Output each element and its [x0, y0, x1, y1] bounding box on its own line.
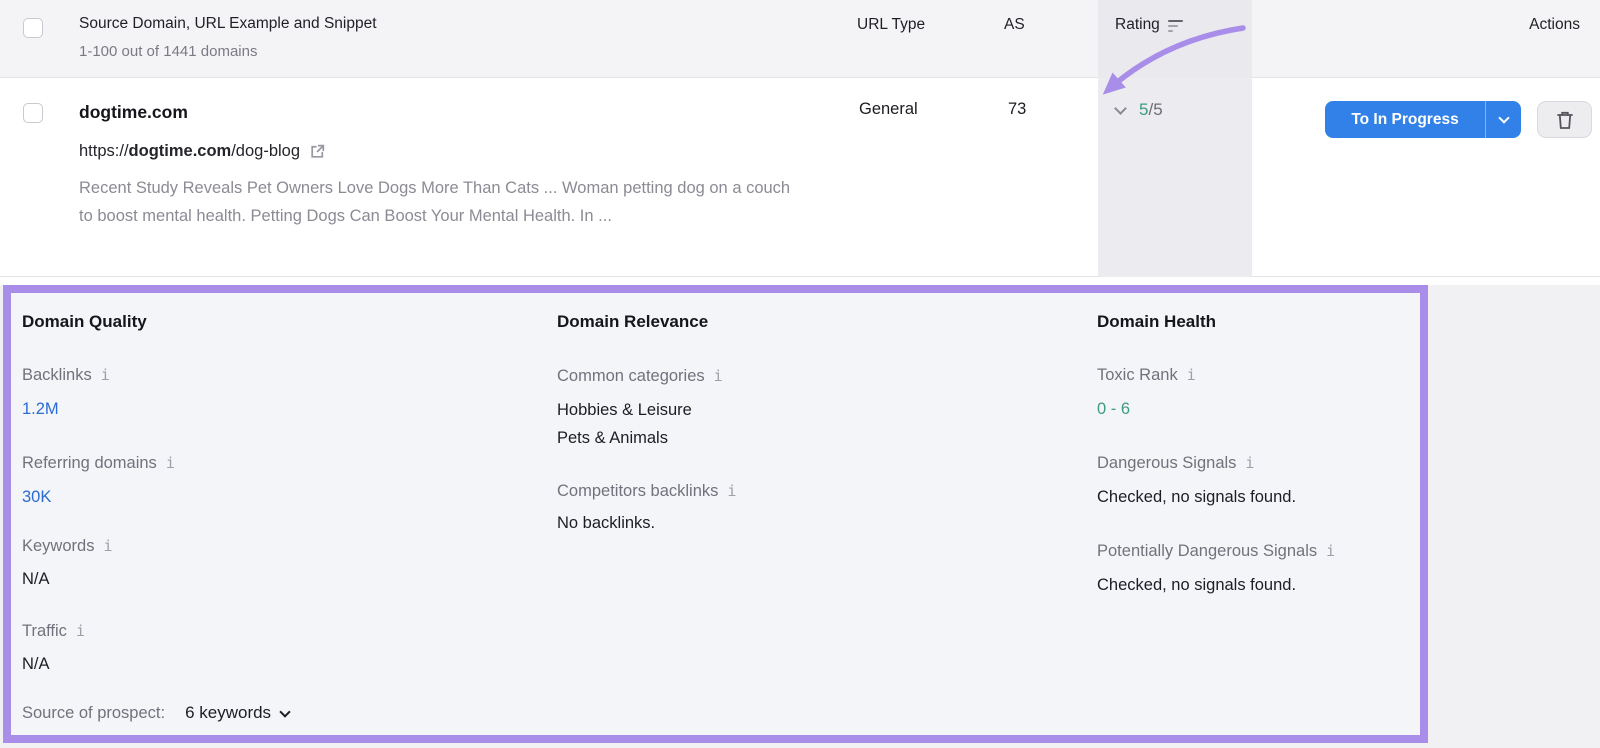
- rating-column-highlight: [1098, 0, 1252, 78]
- dangerous-signals-value: Checked, no signals found.: [1097, 488, 1297, 506]
- domain-relevance-title: Domain Relevance: [557, 312, 709, 331]
- backlinks-value[interactable]: 1.2M: [22, 400, 59, 418]
- delete-button[interactable]: [1537, 101, 1592, 138]
- domain-details: Domain Quality Backlinks i 1.2M Referring…: [0, 285, 1600, 743]
- info-icon[interactable]: i: [100, 366, 110, 384]
- info-icon[interactable]: i: [1245, 454, 1255, 472]
- common-categories-label: Common categories i: [557, 367, 723, 385]
- toxic-rank-label: Toxic Rank i: [1097, 366, 1196, 384]
- backlinks-label: Backlinks i: [22, 366, 110, 384]
- dangerous-signals-label: Dangerous Signals i: [1097, 454, 1255, 472]
- traffic-value: N/A: [22, 655, 50, 673]
- competitors-backlinks-label: Competitors backlinks i: [557, 482, 737, 500]
- keywords-value: N/A: [22, 570, 50, 588]
- as-column-header: AS: [1004, 16, 1025, 33]
- source-of-prospect[interactable]: Source of prospect: 6 keywords: [22, 703, 291, 723]
- domain-name: dogtime.com: [79, 102, 188, 122]
- rating-column-header[interactable]: Rating: [1115, 16, 1183, 34]
- table-header: Source Domain, URL Example and Snippet 1…: [0, 0, 1600, 78]
- info-icon[interactable]: i: [1186, 366, 1196, 384]
- referring-domains-label: Referring domains i: [22, 454, 175, 472]
- status-action-split-button: To In Progress: [1325, 101, 1521, 138]
- chevron-down-icon: [1497, 112, 1510, 124]
- select-all-checkbox[interactable]: [23, 18, 43, 38]
- url-snippet: Recent Study Reveals Pet Owners Love Dog…: [79, 179, 791, 225]
- row-checkbox[interactable]: [23, 103, 43, 123]
- domain-quality-title: Domain Quality: [22, 312, 147, 331]
- info-icon[interactable]: i: [1326, 542, 1336, 560]
- actions-column-header: Actions: [1529, 16, 1580, 33]
- chevron-down-icon[interactable]: [279, 706, 291, 718]
- url-type-column-header: URL Type: [857, 16, 926, 33]
- domain-details-panel-outline: [3, 285, 1428, 743]
- external-link-icon[interactable]: [309, 143, 326, 160]
- rating-value: 5/5: [1139, 100, 1163, 119]
- source-of-prospect-value[interactable]: 6 keywords: [185, 703, 272, 722]
- status-dropdown-button[interactable]: [1485, 101, 1521, 138]
- rating-column-label: Rating: [1115, 16, 1160, 33]
- info-icon[interactable]: i: [713, 367, 723, 385]
- info-icon[interactable]: i: [103, 537, 113, 555]
- url-text: https://dogtime.com/dog-blog: [79, 142, 301, 160]
- potentially-dangerous-signals-label: Potentially Dangerous Signals i: [1097, 542, 1336, 560]
- keywords-label: Keywords i: [22, 537, 113, 555]
- source-column-header: Source Domain, URL Example and Snippet: [79, 15, 377, 32]
- url-type-value: General: [859, 100, 918, 118]
- common-category-item: Pets & Animals: [557, 429, 668, 447]
- sort-icon[interactable]: [1167, 18, 1183, 33]
- traffic-label: Traffic i: [22, 622, 85, 640]
- potentially-dangerous-signals-value: Checked, no signals found.: [1097, 576, 1297, 594]
- referring-domains-value[interactable]: 30K: [22, 488, 52, 506]
- competitors-backlinks-value: No backlinks.: [557, 514, 656, 532]
- authority-score-value: 73: [1008, 100, 1027, 118]
- info-icon[interactable]: i: [75, 622, 85, 640]
- rating-cell: 5/5: [1114, 100, 1163, 120]
- info-icon[interactable]: i: [727, 482, 737, 500]
- domain-count: 1-100 out of 1441 domains: [79, 43, 258, 60]
- common-category-item: Hobbies & Leisure: [557, 401, 692, 419]
- domain-health-title: Domain Health: [1097, 312, 1217, 331]
- to-in-progress-button[interactable]: To In Progress: [1325, 101, 1485, 138]
- trash-icon: [1556, 111, 1573, 129]
- toxic-rank-value: 0 - 6: [1097, 400, 1131, 418]
- url-link[interactable]: https://dogtime.com/dog-blog: [79, 142, 326, 161]
- info-icon[interactable]: i: [165, 454, 175, 472]
- source-of-prospect-label: Source of prospect:: [22, 703, 166, 722]
- expand-rating-chevron-icon[interactable]: [1114, 101, 1127, 115]
- domain-row: dogtime.com https://dogtime.com/dog-blog…: [0, 78, 1600, 277]
- rating-cell-highlight: [1098, 78, 1252, 277]
